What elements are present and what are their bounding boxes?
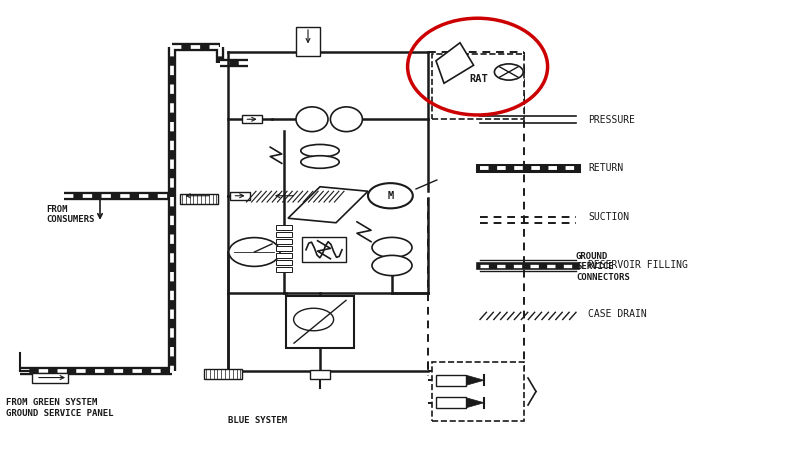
Text: RETURN: RETURN [588, 163, 623, 173]
Text: SUCTION: SUCTION [588, 212, 629, 222]
Text: GROUND
SERVICE
CONNECTORS: GROUND SERVICE CONNECTORS [576, 252, 630, 282]
Bar [436, 375, 466, 386]
Circle shape [294, 308, 334, 331]
Bar [242, 115, 262, 123]
Bar [180, 194, 218, 204]
Bar [276, 246, 292, 251]
Bar [204, 369, 242, 379]
Polygon shape [466, 375, 484, 385]
Ellipse shape [301, 144, 339, 157]
Bar [276, 239, 292, 244]
Bar [276, 232, 292, 238]
Polygon shape [466, 398, 484, 408]
Bar [230, 192, 250, 200]
Polygon shape [288, 187, 368, 223]
Text: M: M [387, 191, 394, 201]
Bar [432, 54, 524, 119]
Bar [276, 225, 292, 230]
Circle shape [229, 238, 280, 266]
Text: PRESSURE: PRESSURE [588, 115, 635, 125]
Bar [436, 397, 466, 408]
Text: FROM GREEN SYSTEM
GROUND SERVICE PANEL: FROM GREEN SYSTEM GROUND SERVICE PANEL [6, 398, 114, 418]
Bar [276, 253, 292, 258]
Text: RAT: RAT [469, 74, 488, 84]
Bar [310, 370, 330, 379]
Ellipse shape [301, 156, 339, 168]
Ellipse shape [372, 256, 412, 275]
Ellipse shape [372, 238, 412, 257]
Bar [32, 373, 68, 382]
Bar [302, 238, 346, 262]
Bar [296, 27, 320, 56]
Text: CASE DRAIN: CASE DRAIN [588, 309, 646, 319]
Circle shape [494, 64, 523, 80]
Bar [286, 296, 354, 347]
Ellipse shape [330, 107, 362, 131]
Polygon shape [436, 43, 474, 83]
Bar [276, 267, 292, 272]
Text: BLUE SYSTEM: BLUE SYSTEM [228, 416, 287, 425]
Bar [276, 260, 292, 265]
Text: FROM
CONSUMERS: FROM CONSUMERS [46, 205, 94, 224]
Text: RESERVOIR FILLING: RESERVOIR FILLING [588, 261, 688, 270]
Bar [432, 362, 524, 421]
Ellipse shape [296, 107, 328, 131]
Circle shape [368, 183, 413, 208]
